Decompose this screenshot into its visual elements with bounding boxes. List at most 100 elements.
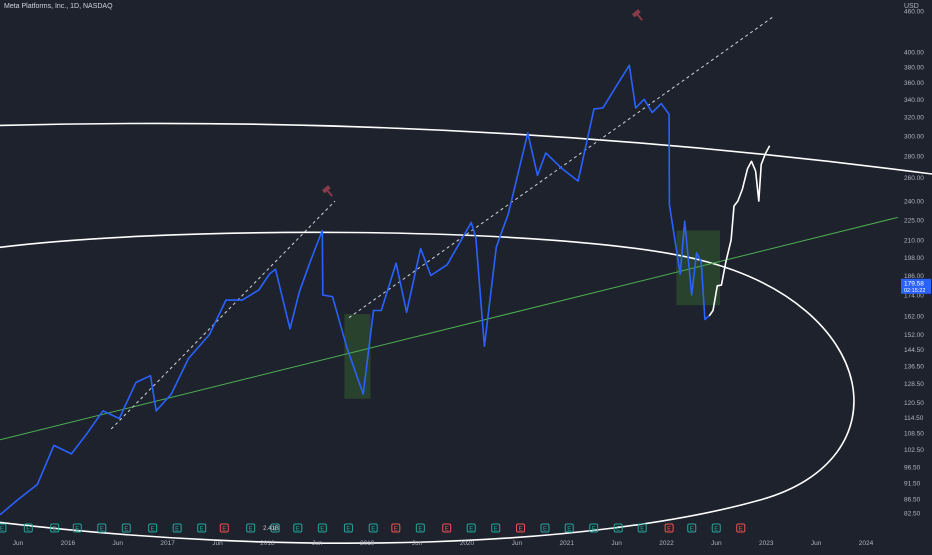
highlight-zone: [676, 230, 721, 306]
trendlines[interactable]: [0, 17, 899, 441]
ellipse-drawings[interactable]: [0, 122, 932, 544]
x-tick-label: Jun: [711, 540, 722, 547]
y-tick-label: 280.00: [904, 154, 924, 161]
earnings-marker-icon[interactable]: E: [72, 523, 82, 533]
y-tick-label: 144.50: [904, 347, 924, 354]
svg-text:E: E: [543, 527, 547, 533]
y-tick-label: 174.00: [904, 293, 924, 300]
earnings-marker-icon[interactable]: E: [564, 523, 574, 533]
x-tick-label: Jun: [811, 540, 822, 547]
y-tick-label: 96.50: [904, 465, 921, 472]
earnings-marker-icon[interactable]: E: [97, 523, 107, 533]
earnings-markers[interactable]: E E E E E E E E E E E E E E E E E E E E E E E E E E E E E E E 2.41B: [0, 523, 746, 533]
svg-text:E: E: [151, 527, 155, 533]
ellipse-arc-upper[interactable]: [0, 122, 932, 175]
x-tick-label: 2019: [360, 540, 375, 547]
trendline-dotted[interactable]: [110, 200, 336, 430]
x-tick-label: Jun: [512, 540, 523, 547]
gavel-icon: [632, 9, 643, 21]
earnings-marker-icon[interactable]: E: [368, 523, 378, 533]
y-tick-label: 91.50: [904, 480, 921, 487]
earnings-marker-icon[interactable]: E: [515, 523, 525, 533]
earnings-marker-icon[interactable]: E: [391, 523, 401, 533]
x-tick-label: 2024: [859, 540, 874, 547]
y-tick-label: 82.50: [904, 511, 921, 518]
earnings-marker-icon[interactable]: E: [736, 523, 746, 533]
x-tick-label: Jun: [212, 540, 223, 547]
y-tick-label: 186.00: [904, 273, 924, 280]
ellipse-arc-lower[interactable]: [0, 231, 855, 544]
earnings-marker-icon[interactable]: E: [270, 523, 280, 533]
earnings-marker-icon[interactable]: E: [0, 523, 7, 533]
svg-text:E: E: [0, 527, 4, 533]
earnings-marker-icon[interactable]: E: [197, 523, 207, 533]
earnings-marker-icon[interactable]: E: [293, 523, 303, 533]
y-tick-label: 460.00: [904, 9, 924, 16]
svg-text:E: E: [249, 527, 253, 533]
x-tick-label: 2023: [759, 540, 774, 547]
x-tick-label: 2020: [460, 540, 475, 547]
svg-text:E: E: [567, 527, 571, 533]
svg-text:E: E: [445, 527, 449, 533]
earnings-marker-icon[interactable]: E: [50, 523, 60, 533]
y-tick-label: 400.00: [904, 49, 924, 56]
earnings-marker-icon[interactable]: E: [148, 523, 158, 533]
x-tick-label: Jun: [312, 540, 323, 547]
earnings-marker-icon[interactable]: E: [23, 523, 33, 533]
earnings-marker-icon[interactable]: E: [121, 523, 131, 533]
y-tick-label: 162.00: [904, 313, 924, 320]
y-tick-label: 210.00: [904, 238, 924, 245]
earnings-marker-icon[interactable]: E: [664, 523, 674, 533]
dividend-label: 2.41B: [263, 526, 279, 532]
earnings-marker-icon[interactable]: E: [172, 523, 182, 533]
svg-text:E: E: [518, 527, 522, 533]
earnings-marker-icon[interactable]: E: [246, 523, 256, 533]
svg-text:E: E: [124, 527, 128, 533]
svg-text:E: E: [667, 527, 671, 533]
highlight-zones: [344, 230, 721, 399]
symbol-title[interactable]: Meta Platforms, Inc., 1D, NASDAQ: [4, 3, 113, 10]
y-tick-label: 108.50: [904, 430, 924, 437]
earnings-marker-icon[interactable]: E: [589, 523, 599, 533]
trendline-green[interactable]: [0, 216, 899, 441]
earnings-marker-icon[interactable]: E: [613, 523, 623, 533]
y-tick-label: 102.50: [904, 447, 924, 454]
earnings-marker-icon[interactable]: E: [343, 523, 353, 533]
earnings-marker-icon[interactable]: E: [491, 523, 501, 533]
x-tick-label: Jun: [113, 540, 124, 547]
y-tick-label: 260.00: [904, 175, 924, 182]
y-tick-label: 114.50: [904, 415, 924, 422]
price-axis[interactable]: 460.00 400.00 380.00 360.00 340.00 320.00 300.…: [904, 9, 924, 518]
earnings-marker-icon[interactable]: E: [711, 523, 721, 533]
time-axis[interactable]: Jun 2016 Jun 2017 Jun 2018 Jun 2019 Jun 2020 Jun 20…: [13, 540, 874, 547]
series-price-history: [0, 64, 710, 516]
y-tick-label: 380.00: [904, 64, 924, 71]
svg-text:E: E: [175, 527, 179, 533]
earnings-marker-icon[interactable]: E: [687, 523, 697, 533]
earnings-marker-icon[interactable]: E: [637, 523, 647, 533]
y-tick-label: 120.50: [904, 400, 924, 407]
earnings-marker-icon[interactable]: E: [466, 523, 476, 533]
x-tick-label: Jun: [611, 540, 622, 547]
svg-text:E: E: [222, 527, 226, 533]
y-tick-label: 225.00: [904, 217, 924, 224]
currency-label: USD: [904, 3, 919, 10]
y-tick-label: 128.50: [904, 381, 924, 388]
svg-text:E: E: [273, 527, 277, 533]
svg-text:E: E: [296, 527, 300, 533]
earnings-marker-icon[interactable]: E: [219, 523, 229, 533]
earnings-marker-icon[interactable]: E: [442, 523, 452, 533]
earnings-marker-icon[interactable]: E: [317, 523, 327, 533]
earnings-marker-icon[interactable]: E: [540, 523, 550, 533]
svg-text:E: E: [592, 527, 596, 533]
gavel-icon: [322, 185, 333, 197]
x-tick-label: 2017: [160, 540, 175, 547]
y-tick-label: 198.00: [904, 255, 924, 262]
svg-text:E: E: [320, 527, 324, 533]
x-tick-label: 2018: [260, 540, 275, 547]
earnings-marker-icon[interactable]: E: [415, 523, 425, 533]
svg-text:E: E: [690, 527, 694, 533]
last-price-value: 179.58: [904, 280, 924, 287]
